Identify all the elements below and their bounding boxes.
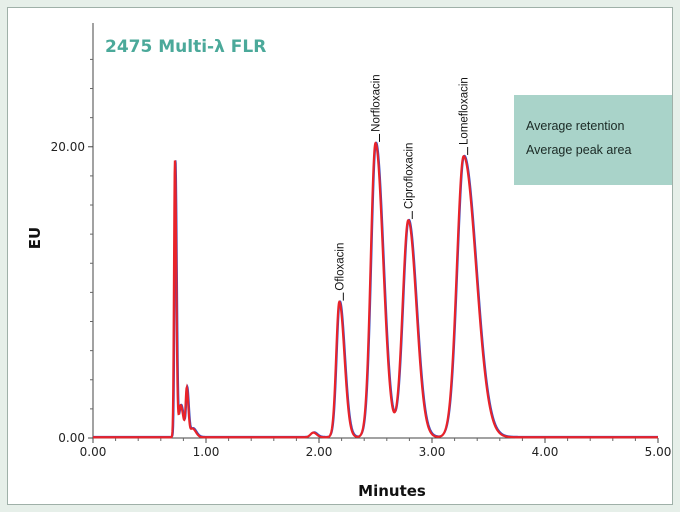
callout-box: Average retention Average peak area xyxy=(514,95,672,185)
y-axis-title: EU xyxy=(26,227,44,249)
trace-red xyxy=(93,141,658,439)
y-tick-label: 0.00 xyxy=(58,431,85,445)
traces xyxy=(93,141,658,439)
peak-labels: Ofloxacin Norfloxacin Ciprofloxacin Lomeflo… xyxy=(334,74,471,301)
y-tick-label: 20.00 xyxy=(51,140,85,154)
peak-label: Norfloxacin xyxy=(371,74,383,132)
peak-label: Ofloxacin xyxy=(334,243,346,291)
peak-label: Ciprofloxacin xyxy=(403,143,415,209)
callout-background xyxy=(514,95,672,185)
callout-line-2: Average peak area xyxy=(526,143,631,157)
axes: 0.00 1.00 2.00 3.00 4.00 5.00 0.00 20.00 xyxy=(51,23,672,459)
x-axis-title: Minutes xyxy=(358,482,426,500)
x-tick-label: 2.00 xyxy=(306,445,333,459)
chromatogram-chart: 2475 Multi-λ FLR 0.00 1.00 2.00 3.00 4.00 5.0… xyxy=(26,23,672,500)
chart-frame: 2475 Multi-λ FLR 0.00 1.00 2.00 3.00 4.00 5.0… xyxy=(7,7,673,505)
peak-label: Lomefloxacin xyxy=(459,77,471,145)
x-tick-label: 5.00 xyxy=(645,445,672,459)
x-tick-label: 3.00 xyxy=(419,445,446,459)
chart-title: 2475 Multi-λ FLR xyxy=(105,37,266,57)
x-tick-label: 0.00 xyxy=(80,445,107,459)
callout-line-1: Average retention xyxy=(526,119,624,133)
x-tick-label: 4.00 xyxy=(532,445,559,459)
x-tick-label: 1.00 xyxy=(193,445,220,459)
